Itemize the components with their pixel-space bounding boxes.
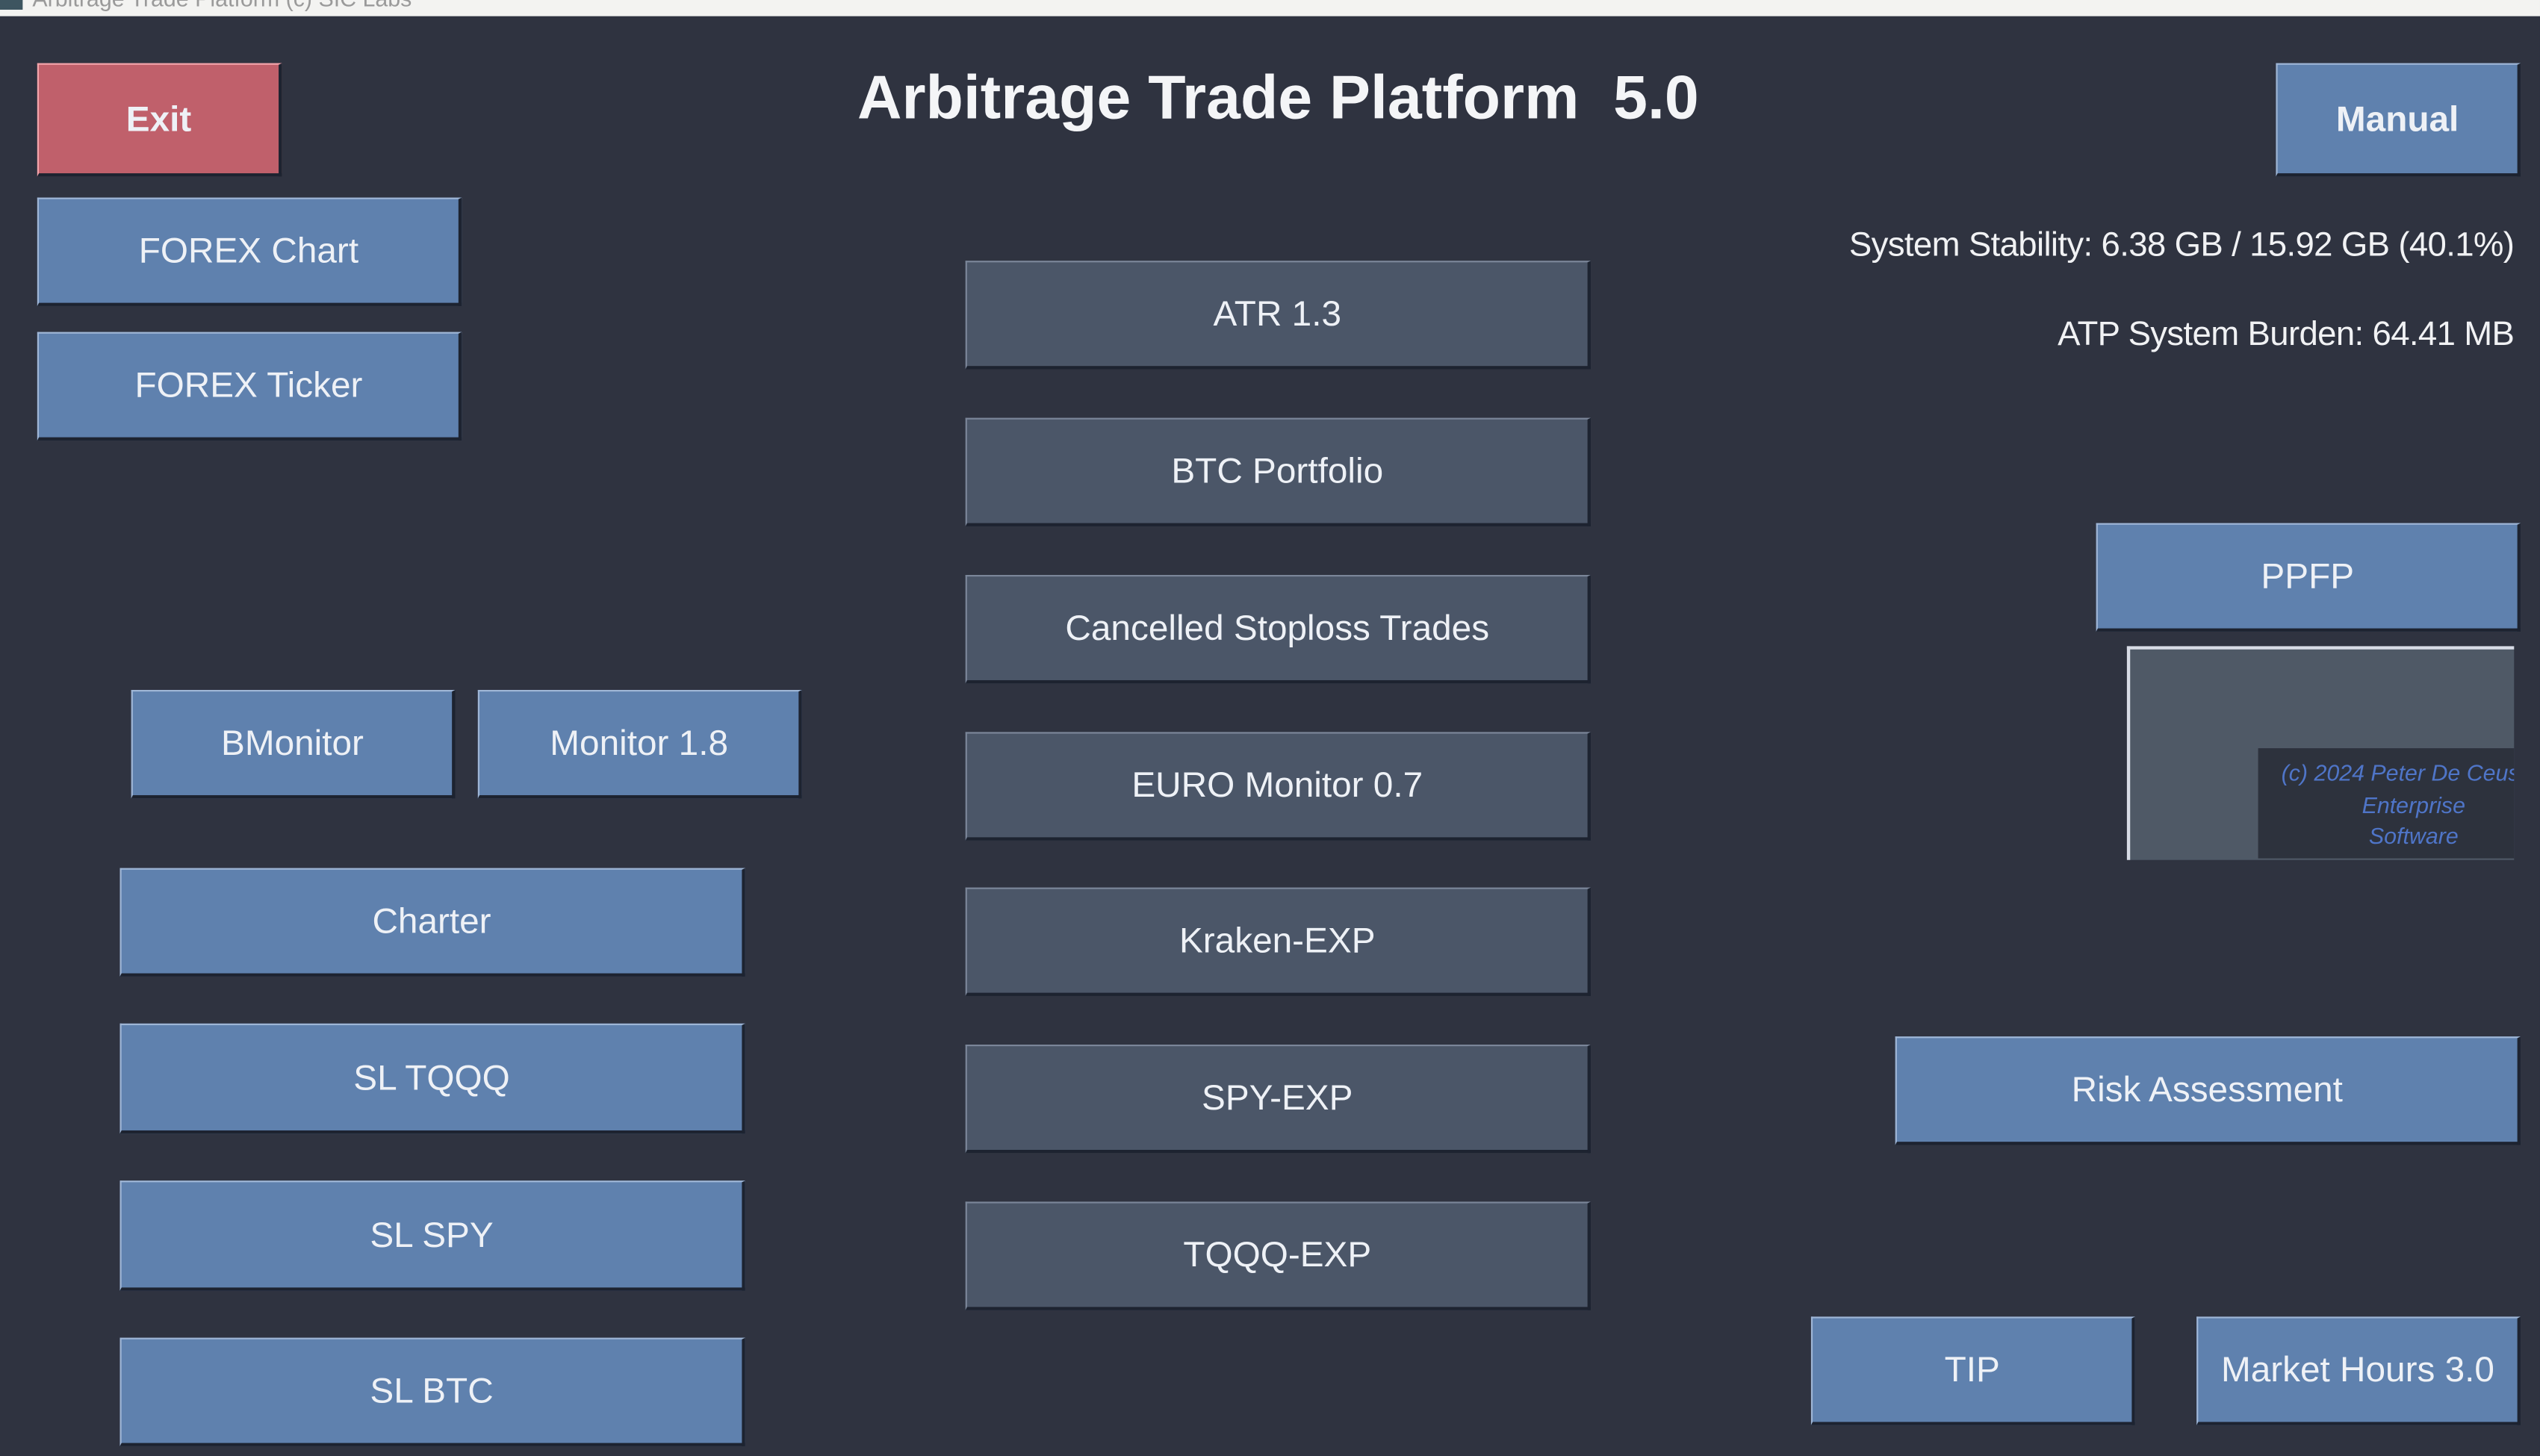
sl-spy-button[interactable]: SL SPY (119, 1180, 745, 1291)
tip-button[interactable]: TIP (1810, 1316, 2135, 1425)
window-title: Arbitrage Trade Platform (c) SIC Labs (32, 0, 412, 11)
risk-assessment-button[interactable]: Risk Assessment (1895, 1036, 2521, 1145)
copyright-line: Software (2368, 822, 2459, 849)
window-titlebar: Arbitrage Trade Platform (c) SIC Labs (0, 0, 2540, 16)
sl-btc-button[interactable]: SL BTC (119, 1337, 745, 1446)
exit-button[interactable]: Exit (37, 63, 282, 177)
spy-exp-button[interactable]: SPY-EXP (965, 1045, 1591, 1154)
system-burden: ATP System Burden: 64.41 MB (2058, 315, 2515, 353)
cancelled-stoploss-trades-button[interactable]: Cancelled Stoploss Trades (965, 574, 1591, 684)
copyright-notice: (c) 2024 Peter De Ceuster Enterprise Sof… (2258, 748, 2515, 859)
euro-monitor-button[interactable]: EURO Monitor 0.7 (965, 732, 1591, 841)
copyright-panel: (c) 2024 Peter De Ceuster Enterprise Sof… (2126, 646, 2515, 860)
bmonitor-button[interactable]: BMonitor (131, 689, 456, 799)
forex-chart-button[interactable]: FOREX Chart (37, 197, 462, 306)
page-title: Arbitrage Trade Platform 5.0 (857, 64, 1699, 133)
ppfp-button[interactable]: PPFP (2096, 523, 2521, 632)
system-stability: System Stability: 6.38 GB / 15.92 GB (40… (1848, 226, 2515, 264)
kraken-exp-button[interactable]: Kraken-EXP (965, 887, 1591, 996)
forex-ticker-button[interactable]: FOREX Ticker (37, 332, 462, 441)
app-icon (0, 0, 23, 10)
atr-button[interactable]: ATR 1.3 (965, 261, 1591, 370)
manual-button[interactable]: Manual (2276, 63, 2521, 177)
tqqq-exp-button[interactable]: TQQQ-EXP (965, 1201, 1591, 1310)
market-hours-button[interactable]: Market Hours 3.0 (2196, 1316, 2521, 1425)
charter-button[interactable]: Charter (119, 868, 745, 977)
sl-tqqq-button[interactable]: SL TQQQ (119, 1023, 745, 1134)
copyright-line: (c) 2024 Peter De Ceuster (2281, 759, 2515, 785)
monitor-button[interactable]: Monitor 1.8 (477, 689, 802, 799)
btc-portfolio-button[interactable]: BTC Portfolio (965, 417, 1591, 526)
copyright-line: Enterprise (2362, 791, 2466, 818)
